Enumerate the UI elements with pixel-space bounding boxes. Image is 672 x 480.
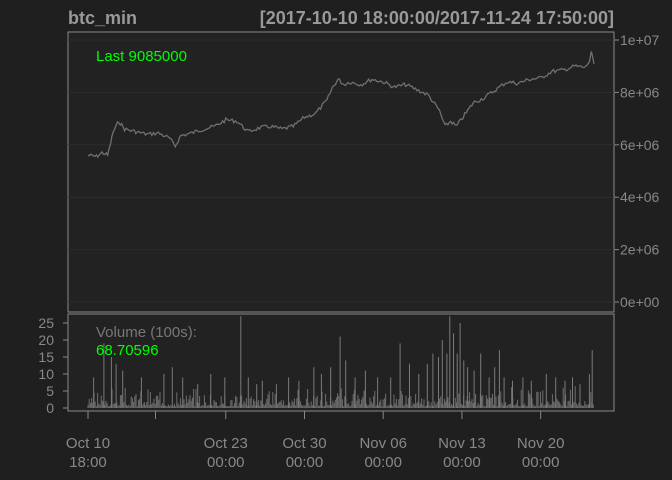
x-tick-time: 18:00 [69, 454, 107, 471]
y-tick-label: 2e+06 [620, 242, 660, 258]
volume-y-tick-label: 0 [46, 400, 54, 416]
x-tick-time: 00:00 [443, 454, 481, 471]
x-tick-label: Nov 13 [438, 435, 486, 452]
volume-y-tick-label: 20 [38, 332, 54, 348]
last-price-label: Last 9085000 [96, 48, 187, 65]
volume-y-tick-label: 15 [38, 349, 54, 365]
price-line [87, 51, 595, 159]
y-tick-label: 6e+06 [620, 137, 660, 153]
chart-title: btc_min [68, 8, 138, 28]
x-tick-label: Oct 30 [282, 435, 326, 452]
volume-panel-title: Volume (100s): [96, 324, 197, 341]
x-tick-label: Nov 20 [517, 435, 565, 452]
x-tick-time: 00:00 [364, 454, 402, 471]
y-tick-label: 0e+00 [620, 294, 660, 310]
price-panel [67, 31, 615, 313]
y-tick-label: 4e+06 [620, 189, 660, 205]
x-tick-time: 00:00 [522, 454, 560, 471]
price-series [87, 51, 595, 159]
y-tick-label: 1e+07 [620, 32, 660, 48]
x-tick-label: Nov 06 [359, 435, 407, 452]
date-range: [2017-10-10 18:00:00/2017-11-24 17:50:00… [259, 8, 614, 28]
y-tick-label: 8e+06 [620, 84, 660, 100]
volume-y-tick-label: 10 [38, 366, 54, 382]
x-tick-label: Oct 10 [66, 435, 110, 452]
x-tick-label: Oct 23 [204, 435, 248, 452]
volume-y-tick-label: 5 [46, 383, 54, 399]
x-tick-time: 00:00 [286, 454, 324, 471]
volume-bars [87, 316, 594, 408]
x-tick-time: 00:00 [207, 454, 245, 471]
volume-last-value: 68.70596 [96, 342, 159, 359]
volume-y-tick-label: 25 [38, 315, 54, 331]
